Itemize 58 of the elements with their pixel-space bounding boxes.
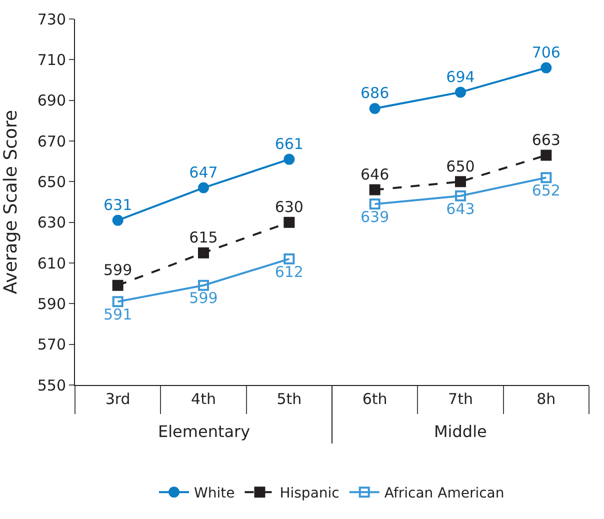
- data-label: 639: [360, 208, 390, 226]
- point: [455, 176, 466, 188]
- y-tick-label: 690: [37, 92, 66, 110]
- data-label: 652: [532, 181, 560, 200]
- y-tick-label: 730: [37, 10, 66, 28]
- point: [540, 172, 552, 184]
- data-label: 615: [189, 228, 218, 246]
- y-tick-label: 590: [37, 294, 66, 313]
- legend-label: African American: [384, 486, 504, 502]
- x-tick-label: 4th: [191, 390, 216, 408]
- point: [455, 86, 466, 98]
- data-label: 591: [104, 306, 132, 324]
- point: [198, 247, 209, 258]
- text: Elementary: [158, 422, 250, 441]
- point: [198, 182, 209, 194]
- x-tick-label: 6th: [362, 390, 388, 408]
- x-tick-label: 7th: [448, 390, 473, 408]
- y-tick-label: 670: [37, 132, 66, 150]
- point: [540, 150, 552, 161]
- point: [112, 214, 124, 226]
- point: [112, 296, 124, 308]
- y-tick-label: 570: [37, 336, 66, 354]
- x-tick-label: 8h: [536, 390, 556, 408]
- point: [112, 280, 124, 291]
- legend-label: White: [194, 486, 235, 502]
- legend-label: Hispanic: [280, 486, 340, 502]
- data-label: 650: [446, 157, 475, 176]
- data-label: 646: [360, 165, 390, 184]
- y-tick-label: 550: [37, 376, 66, 394]
- y-axis-title: Average Scale Score: [0, 110, 22, 294]
- x-tick-label: 3rd: [105, 390, 130, 408]
- text: Middle: [434, 422, 487, 441]
- point: [284, 216, 295, 228]
- data-label: 599: [104, 260, 132, 279]
- point: [198, 280, 209, 291]
- y-tick-label: 710: [37, 50, 66, 69]
- data-label: 630: [274, 198, 304, 216]
- x-tick-label: 5th: [276, 390, 302, 408]
- data-label: 694: [446, 68, 475, 86]
- point: [540, 62, 552, 74]
- point: [455, 190, 466, 202]
- y-tick-label: 630: [37, 214, 66, 232]
- data-label: 631: [104, 196, 132, 214]
- point: [284, 154, 295, 165]
- point: [369, 198, 380, 210]
- data-label: 612: [274, 262, 304, 281]
- point: [369, 184, 380, 196]
- data-label: 686: [360, 84, 390, 102]
- data-label: 663: [532, 130, 560, 149]
- data-label: 661: [274, 134, 304, 153]
- data-label: 706: [532, 43, 560, 62]
- point: [369, 102, 380, 114]
- data-label: 647: [189, 163, 218, 182]
- data-label: 599: [189, 289, 218, 308]
- data-label: 643: [446, 200, 475, 218]
- point: [284, 253, 295, 264]
- y-tick-label: 610: [37, 254, 66, 272]
- y-tick-label: 650: [37, 172, 66, 191]
